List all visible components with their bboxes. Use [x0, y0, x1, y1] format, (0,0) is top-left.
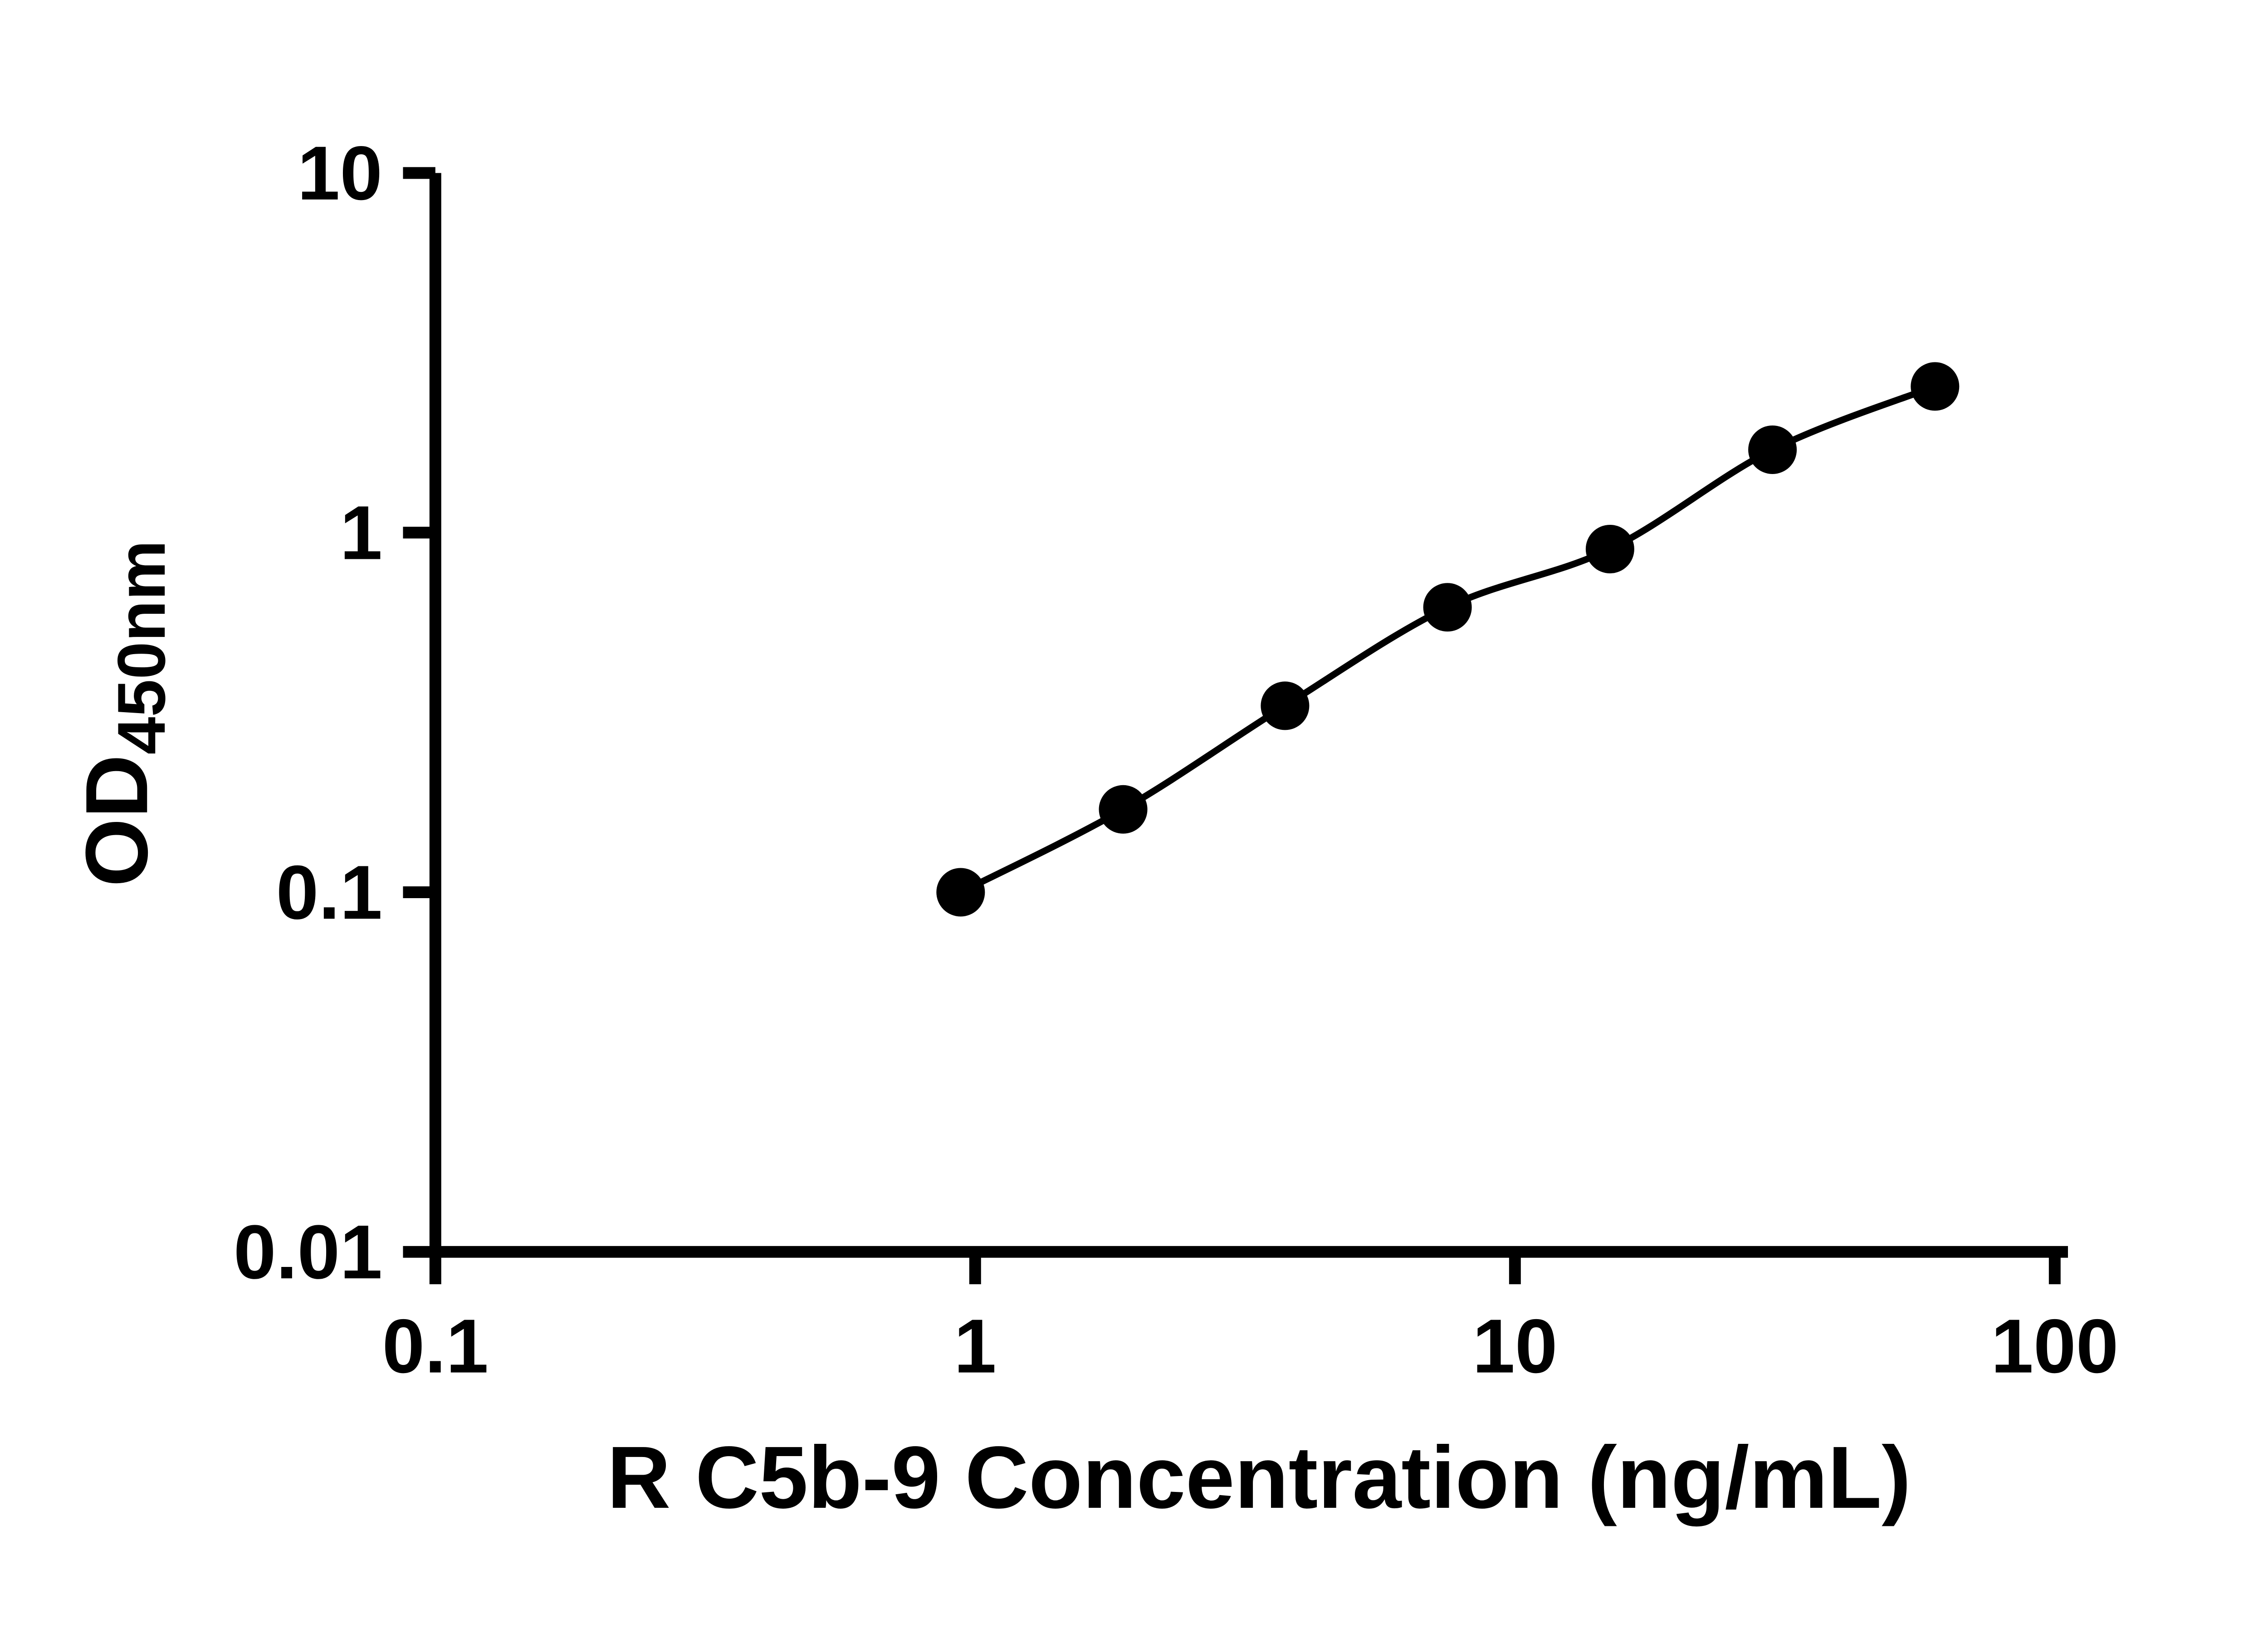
y-axis-tick-label: 1 [340, 490, 382, 576]
y-axis-tick-label: 0.01 [234, 1209, 382, 1295]
axis-spines [429, 173, 2068, 1258]
data-point-marker [1748, 425, 1797, 474]
data-point-marker [1585, 524, 1634, 573]
y-axis-title-main: OD [68, 754, 166, 887]
data-point-marker [936, 868, 985, 917]
x-axis-tick-label: 10 [1472, 1303, 1558, 1389]
data-point-marker [1261, 681, 1310, 730]
y-axis-title: OD450nm [68, 540, 179, 887]
x-axis-title: R C5b-9 Concentration (ng/mL) [607, 1428, 1911, 1527]
x-axis-tick-label: 1 [954, 1303, 997, 1389]
data-point-marker [1099, 785, 1148, 834]
y-axis-title-subscript: 450nm [103, 540, 179, 755]
y-axis-tick-label: 10 [298, 130, 383, 216]
x-axis-tick-label: 100 [1991, 1303, 2118, 1389]
y-axis-tick-label: 0.1 [276, 849, 382, 935]
data-point-marker [1911, 362, 1960, 411]
x-axis-tick-label: 0.1 [382, 1303, 489, 1389]
data-point-marker [1423, 583, 1472, 632]
